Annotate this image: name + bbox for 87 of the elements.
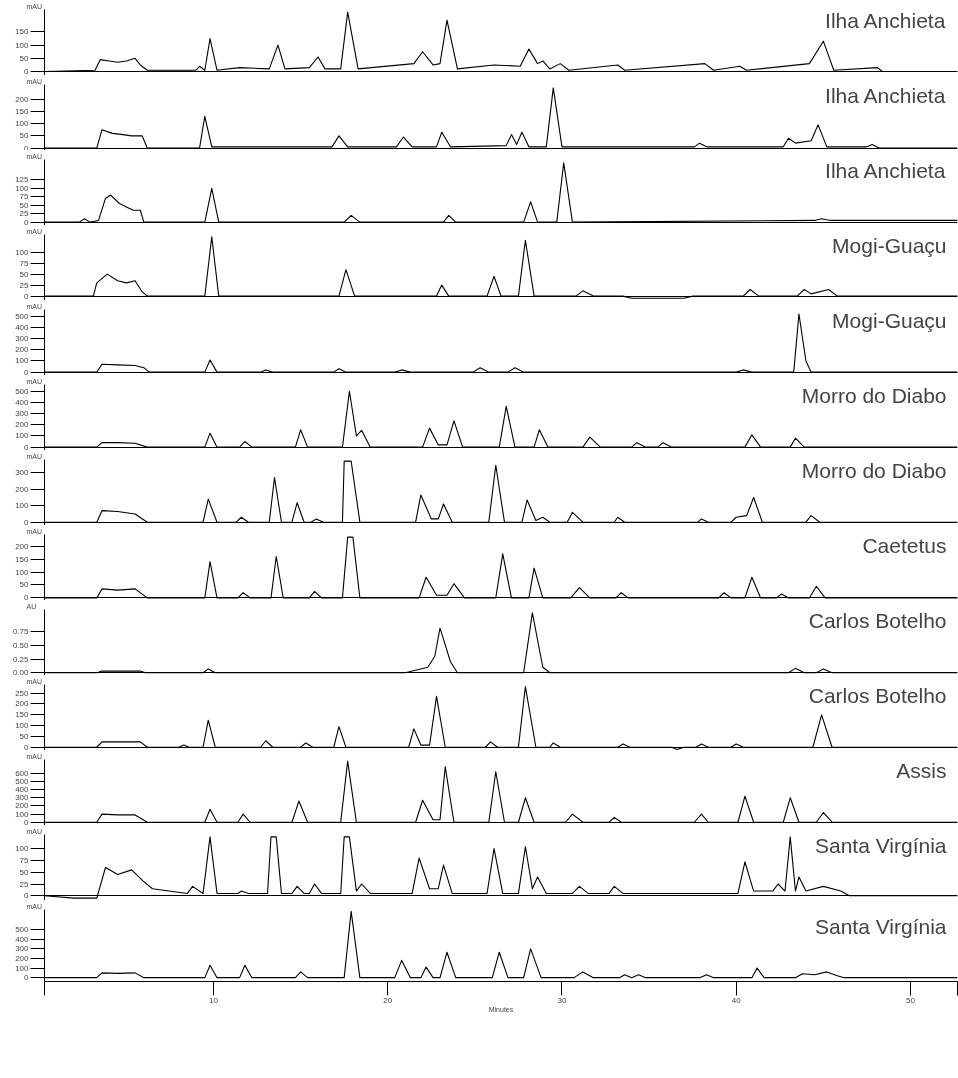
y-tick-label: 50 — [19, 731, 30, 741]
y-tick-label: 25 — [19, 879, 30, 889]
chart-title: Mogi-Guaçu — [832, 308, 947, 332]
y-tick-label: 75 — [19, 258, 30, 268]
chart-title: Ilha Anchieta — [825, 83, 946, 107]
y-tick-label: 300 — [15, 334, 30, 344]
y-tick-label: 25 — [19, 209, 30, 219]
x-tick-label: 40 — [731, 995, 742, 1005]
y-tick-label: 100 — [15, 247, 30, 257]
x-tick-label: 30 — [557, 995, 567, 1005]
y-tick-label: 100 — [15, 809, 30, 819]
x-tick-label: 50 — [906, 995, 916, 1005]
y-tick-label: 0 — [24, 217, 30, 227]
y-tick-label: 0.50 — [12, 640, 30, 650]
y-tick-label: 100 — [15, 567, 30, 577]
y-tick-label: 50 — [19, 53, 30, 63]
y-tick-label: 400 — [15, 785, 30, 795]
x-tick-label: 20 — [383, 995, 393, 1005]
y-tick-label: 125 — [15, 175, 30, 185]
y-tick-label: 150 — [15, 554, 30, 564]
y-tick-label: 100 — [15, 844, 30, 854]
y-tick-label: 50 — [19, 867, 30, 877]
y-tick-label: 500 — [15, 386, 30, 396]
chart-title: Santa Virgínia — [814, 914, 947, 938]
y-tick-label: 400 — [15, 934, 30, 944]
y-tick-label: 75 — [19, 192, 30, 202]
y-tick-label: 300 — [15, 409, 30, 419]
chart-title: Morro do Diabo — [801, 458, 947, 482]
chart-title: Santa Virgínia — [814, 833, 947, 857]
y-tick-label: 75 — [19, 855, 30, 865]
y-tick-label: 100 — [15, 963, 30, 973]
chart-title: Assis — [896, 758, 947, 782]
chart-title: Carlos Botelho — [808, 608, 947, 632]
y-tick-label: 0 — [24, 67, 30, 77]
y-tick-label: 100 — [15, 356, 30, 366]
y-tick-label: 100 — [15, 431, 30, 441]
y-tick-label: 200 — [15, 953, 30, 963]
y-tick-label: 0.75 — [12, 627, 30, 636]
y-tick-label: 200 — [15, 801, 30, 811]
y-tick-label: 0 — [24, 817, 30, 827]
chart-title: Caetetus — [862, 533, 947, 557]
y-tick-label: 0 — [24, 517, 30, 527]
y-tick-label: 25 — [19, 280, 30, 290]
y-tick-label: 200 — [15, 484, 30, 494]
y-tick-label: 300 — [15, 468, 30, 478]
y-tick-label: 100 — [15, 40, 30, 50]
y-tick-label: 0 — [24, 593, 30, 603]
y-tick-label: 100 — [15, 119, 30, 129]
y-tick-label: 150 — [15, 710, 30, 720]
y-tick-label: 500 — [15, 777, 30, 786]
y-tick-label: 0 — [24, 367, 30, 377]
y-tick-label: 50 — [19, 131, 30, 141]
y-tick-label: 0.25 — [12, 654, 30, 664]
y-tick-label: 200 — [15, 345, 30, 355]
chart-title: Carlos Botelho — [808, 683, 947, 707]
y-tick-label: 150 — [15, 27, 30, 37]
y-tick-label: 0 — [24, 143, 30, 153]
y-tick-label: 250 — [15, 688, 30, 698]
y-tick-label: 100 — [15, 183, 30, 193]
x-tick-label: 10 — [209, 995, 219, 1005]
y-tick-label: 200 — [15, 541, 30, 551]
y-tick-label: 400 — [15, 322, 30, 332]
y-tick-label: 0 — [24, 973, 30, 983]
y-tick-label: 0 — [24, 291, 30, 301]
y-tick-label: 0 — [24, 742, 30, 752]
y-tick-label: 400 — [15, 397, 30, 407]
y-tick-label: 500 — [15, 311, 30, 321]
chart-title: Morro do Diabo — [801, 383, 947, 407]
chart-title: Ilha Anchieta — [825, 8, 946, 32]
y-tick-label: 100 — [15, 501, 30, 511]
chart-title: Ilha Anchieta — [825, 158, 946, 182]
y-tick-label: 300 — [15, 944, 30, 954]
y-tick-label: 50 — [19, 269, 30, 279]
y-tick-label: 0 — [24, 442, 30, 452]
y-tick-label: 100 — [15, 721, 30, 731]
y-tick-label: 200 — [15, 94, 30, 104]
y-tick-label: 500 — [15, 925, 30, 935]
y-tick-label: 50 — [19, 580, 30, 590]
y-tick-label: 0 — [24, 891, 30, 901]
y-tick-label: 300 — [15, 793, 30, 803]
chart-title: Mogi-Guaçu — [832, 233, 947, 257]
y-tick-label: 200 — [15, 420, 30, 430]
y-tick-label: 50 — [19, 200, 30, 210]
y-tick-label: 200 — [15, 699, 30, 709]
y-tick-label: 600 — [15, 768, 30, 778]
y-tick-label: 0.00 — [12, 668, 30, 678]
y-tick-label: 150 — [15, 106, 30, 116]
